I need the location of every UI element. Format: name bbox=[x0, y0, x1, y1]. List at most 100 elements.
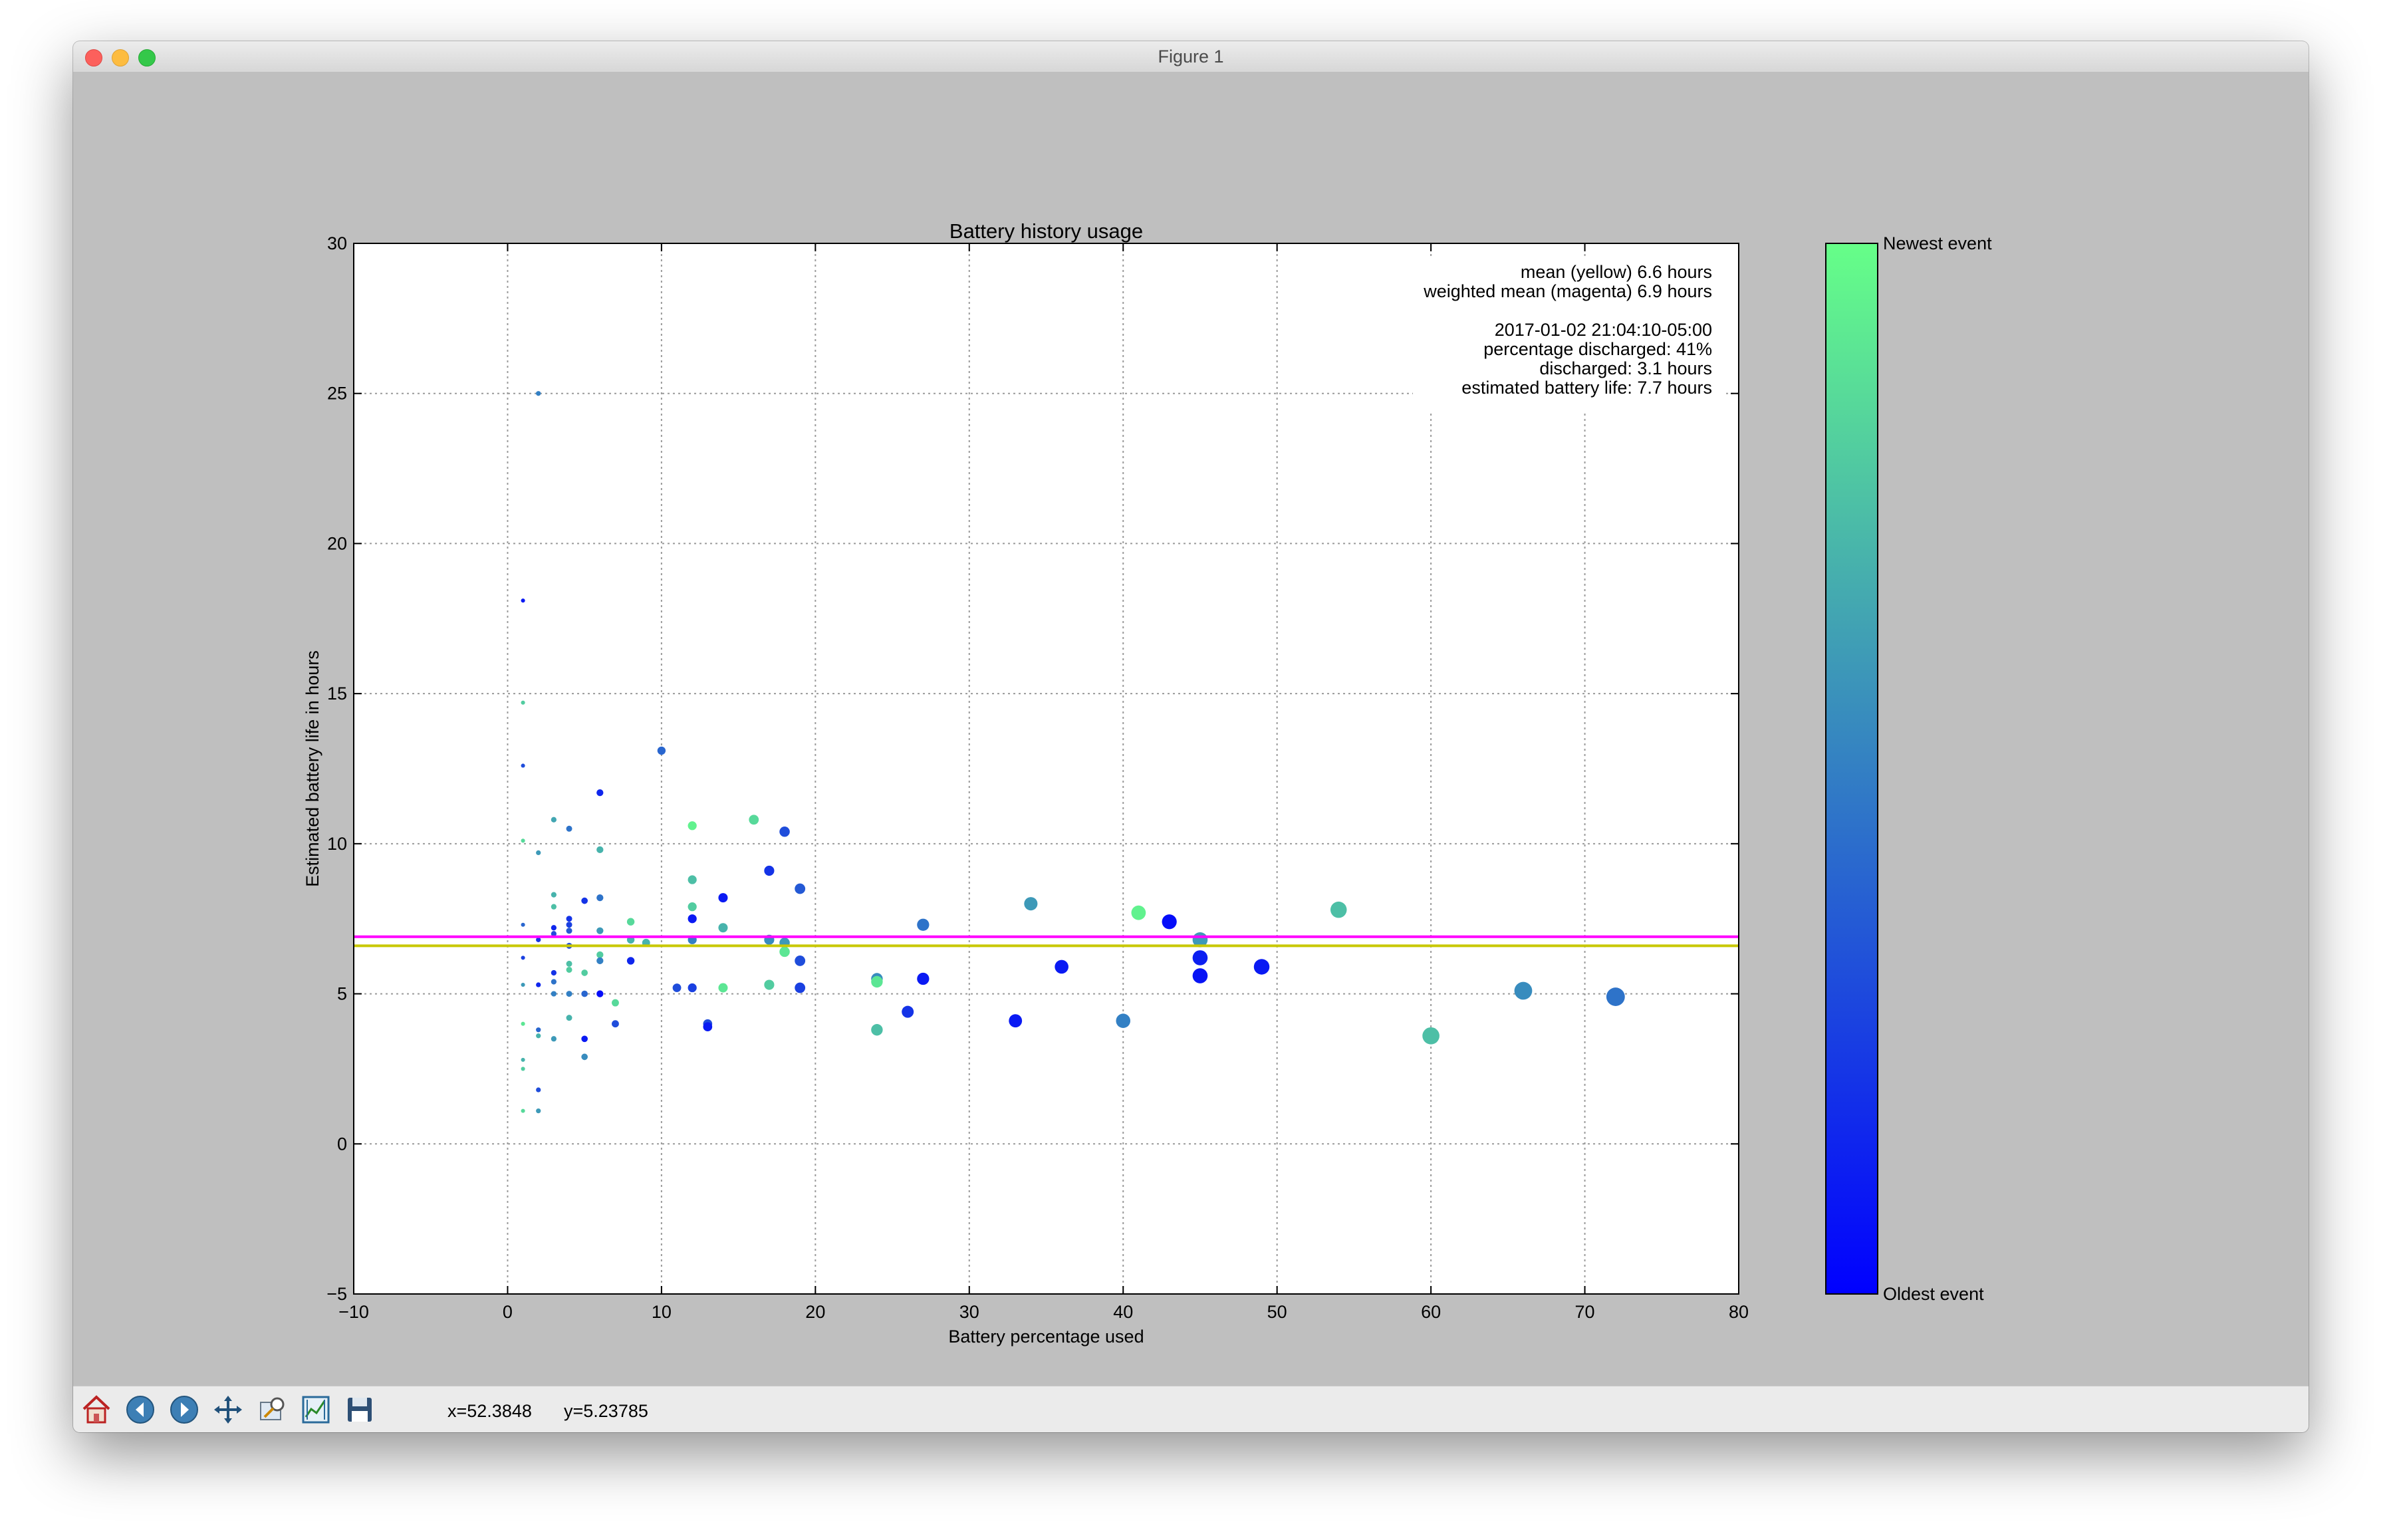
scatter-point[interactable] bbox=[566, 825, 572, 832]
scatter-point[interactable] bbox=[551, 979, 557, 985]
zoom-button[interactable] bbox=[253, 1390, 291, 1429]
scatter-point[interactable] bbox=[871, 1024, 883, 1036]
scatter-point[interactable] bbox=[581, 969, 588, 976]
scatter-point[interactable] bbox=[688, 875, 697, 884]
scatter-point[interactable] bbox=[596, 957, 604, 965]
scatter-point[interactable] bbox=[521, 700, 525, 705]
scatter-point[interactable] bbox=[596, 927, 604, 934]
scatter-point[interactable] bbox=[596, 951, 604, 959]
scatter-point[interactable] bbox=[521, 763, 525, 768]
scatter-point[interactable] bbox=[596, 846, 604, 854]
scatter-point[interactable] bbox=[1192, 950, 1208, 965]
scatter-point[interactable] bbox=[1116, 1013, 1130, 1028]
scatter-point[interactable] bbox=[596, 894, 604, 902]
scatter-point[interactable] bbox=[536, 982, 541, 987]
scatter-point[interactable] bbox=[566, 916, 572, 922]
scatter-point[interactable] bbox=[536, 937, 541, 942]
save-button[interactable] bbox=[340, 1390, 379, 1429]
scatter-point[interactable] bbox=[688, 914, 697, 924]
title-bar[interactable]: Figure 1 bbox=[73, 41, 2309, 72]
scatter-point[interactable] bbox=[1514, 981, 1533, 1000]
scatter-point[interactable] bbox=[521, 598, 525, 603]
scatter-point[interactable] bbox=[688, 983, 697, 993]
back-button[interactable] bbox=[121, 1390, 160, 1429]
scatter-point[interactable] bbox=[566, 960, 572, 967]
home-button[interactable] bbox=[77, 1390, 116, 1429]
scatter-point[interactable] bbox=[626, 918, 635, 926]
minimize-window-button[interactable] bbox=[112, 49, 129, 66]
scatter-point[interactable] bbox=[581, 990, 588, 997]
scatter-point[interactable] bbox=[1162, 914, 1177, 930]
scatter-point[interactable] bbox=[566, 1015, 572, 1021]
figure-canvas[interactable]: −10 0 10 20 30 40 50 60 70 80 −5 0 5 10 15 20 25 30 Batter… bbox=[73, 72, 2309, 1386]
scatter-point[interactable] bbox=[521, 982, 525, 987]
scatter-point[interactable] bbox=[566, 928, 572, 934]
scatter-point[interactable] bbox=[657, 746, 666, 755]
scatter-point[interactable] bbox=[612, 999, 619, 1007]
scatter-point[interactable] bbox=[551, 817, 557, 823]
close-window-button[interactable] bbox=[85, 49, 102, 66]
scatter-point[interactable] bbox=[551, 991, 557, 997]
scatter-point[interactable] bbox=[521, 956, 525, 960]
scatter-point[interactable] bbox=[703, 1022, 713, 1032]
subplots-button[interactable] bbox=[297, 1390, 335, 1429]
scatter-point[interactable] bbox=[521, 1057, 525, 1062]
scatter-point[interactable] bbox=[688, 902, 697, 912]
scatter-point[interactable] bbox=[551, 931, 557, 937]
pan-button[interactable] bbox=[209, 1390, 247, 1429]
scatter-point[interactable] bbox=[536, 1087, 541, 1092]
scatter-point[interactable] bbox=[536, 1027, 541, 1033]
scatter-point[interactable] bbox=[521, 922, 525, 927]
scatter-point[interactable] bbox=[551, 904, 557, 910]
scatter-point[interactable] bbox=[612, 1020, 619, 1028]
scatter-point[interactable] bbox=[536, 850, 541, 856]
scatter-point[interactable] bbox=[1253, 959, 1270, 975]
scatter-point[interactable] bbox=[521, 1108, 525, 1113]
scatter-point[interactable] bbox=[764, 979, 775, 990]
scatter-point[interactable] bbox=[551, 925, 557, 931]
scatter-point[interactable] bbox=[521, 1021, 525, 1026]
scatter-point[interactable] bbox=[551, 1036, 557, 1042]
plot-area[interactable] bbox=[354, 243, 1739, 1294]
scatter-point[interactable] bbox=[536, 391, 541, 396]
scatter-point[interactable] bbox=[626, 957, 635, 965]
scatter-point[interactable] bbox=[779, 946, 790, 958]
scatter-point[interactable] bbox=[581, 1053, 588, 1061]
scatter-point[interactable] bbox=[566, 991, 572, 997]
scatter-point[interactable] bbox=[1606, 987, 1625, 1006]
scatter-point[interactable] bbox=[718, 893, 728, 903]
scatter-point[interactable] bbox=[581, 1035, 588, 1043]
scatter-point[interactable] bbox=[795, 955, 806, 966]
scatter-point[interactable] bbox=[917, 972, 930, 985]
scatter-point[interactable] bbox=[795, 883, 806, 894]
scatter-point[interactable] bbox=[596, 789, 604, 797]
scatter-point[interactable] bbox=[566, 922, 572, 928]
scatter-point[interactable] bbox=[1131, 905, 1146, 920]
scatter-point[interactable] bbox=[672, 983, 682, 992]
scatter-point[interactable] bbox=[1192, 968, 1208, 983]
scatter-point[interactable] bbox=[871, 975, 883, 988]
scatter-point[interactable] bbox=[596, 990, 604, 997]
scatter-point[interactable] bbox=[551, 969, 557, 976]
maximize-window-button[interactable] bbox=[138, 49, 156, 66]
scatter-point[interactable] bbox=[795, 982, 806, 993]
scatter-point[interactable] bbox=[1330, 901, 1347, 918]
scatter-point[interactable] bbox=[1055, 960, 1068, 974]
scatter-point[interactable] bbox=[551, 892, 557, 898]
scatter-point[interactable] bbox=[536, 1033, 541, 1039]
scatter-point[interactable] bbox=[1024, 897, 1038, 911]
scatter-point[interactable] bbox=[718, 923, 728, 933]
scatter-point[interactable] bbox=[764, 865, 775, 876]
scatter-point[interactable] bbox=[521, 838, 525, 843]
scatter-point[interactable] bbox=[536, 1108, 541, 1114]
scatter-point[interactable] bbox=[749, 815, 759, 825]
scatter-point[interactable] bbox=[566, 966, 572, 973]
scatter-point[interactable] bbox=[581, 897, 588, 904]
scatter-point[interactable] bbox=[688, 821, 697, 831]
scatter-point[interactable] bbox=[521, 1067, 525, 1071]
forward-button[interactable] bbox=[165, 1390, 203, 1429]
scatter-point[interactable] bbox=[1422, 1027, 1440, 1045]
scatter-point[interactable] bbox=[902, 1005, 914, 1018]
scatter-point[interactable] bbox=[718, 983, 728, 993]
scatter-point[interactable] bbox=[1009, 1014, 1023, 1028]
